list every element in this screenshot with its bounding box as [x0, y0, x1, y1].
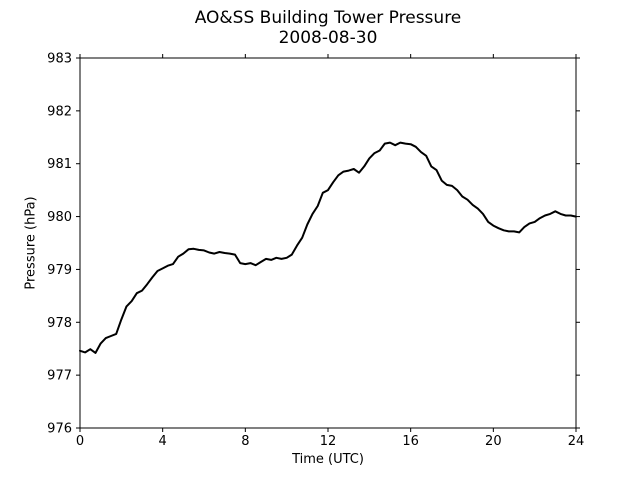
chart-title: AO&SS Building Tower Pressure — [194, 8, 462, 28]
x-tick-label: 20 — [485, 434, 502, 449]
x-axis-label: Time (UTC) — [292, 452, 364, 467]
axis-ticks: 0 4 8 12 16 20 24 976 977 978 979 980 981 982 983 — [47, 52, 584, 450]
x-tick-label: 0 — [76, 434, 84, 449]
y-tick-label: 981 — [47, 157, 72, 172]
y-tick-label: 980 — [47, 210, 72, 225]
y-tick-label: 977 — [47, 369, 72, 384]
x-tick-label: 24 — [568, 434, 585, 449]
y-tick-label: 976 — [47, 422, 72, 437]
x-tick-label: 4 — [159, 434, 167, 449]
x-tick-label: 8 — [241, 434, 249, 449]
chart-subtitle: 2008-08-30 — [278, 28, 378, 48]
series-line-0 — [79, 141, 577, 354]
x-tick-label: 16 — [402, 434, 419, 449]
y-tick-label: 979 — [47, 263, 72, 278]
y-tick-label: 978 — [47, 316, 72, 331]
data-lines — [79, 141, 577, 354]
x-tick-label: 12 — [320, 434, 337, 449]
y-tick-label: 983 — [47, 52, 72, 67]
y-axis-label: Pressure (hPa) — [23, 196, 39, 290]
y-tick-label: 982 — [47, 104, 72, 119]
plot-frame — [79, 57, 577, 429]
